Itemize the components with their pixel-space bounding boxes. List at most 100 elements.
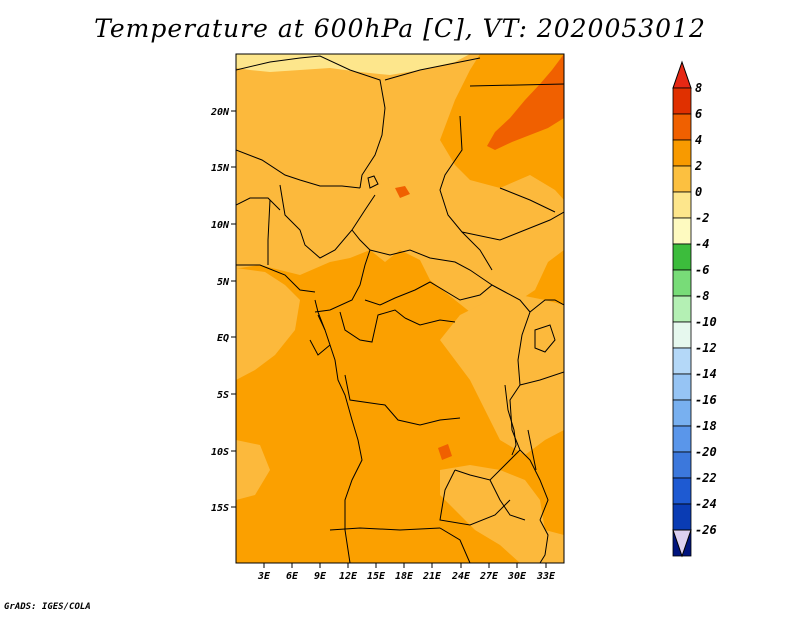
- border-burkina: [236, 197, 281, 211]
- border-chad-sudan: [439, 115, 493, 271]
- border-drc-east: [454, 284, 531, 481]
- country-borders: [236, 55, 564, 563]
- lake-victoria: [534, 324, 556, 353]
- colorbar-box: [672, 269, 692, 297]
- colorbar-label: 2: [694, 159, 702, 173]
- field-light-southeast: [440, 465, 564, 563]
- credit-text: GrADS: IGES/COLA: [4, 602, 91, 612]
- border-angola-zambia: [439, 469, 511, 526]
- border-zambia-zimbabwe: [489, 479, 526, 521]
- lon-label: 6E: [286, 571, 299, 582]
- border-congo: [339, 309, 406, 343]
- colorbar-label: 0: [695, 185, 702, 199]
- colorbar-label: -24: [695, 497, 717, 511]
- river-congo: [404, 317, 456, 326]
- lat-label: 20N: [210, 107, 230, 118]
- colorbar-label: -20: [695, 445, 717, 459]
- colorbar-label: -2: [695, 211, 709, 225]
- colorbar-label: -18: [695, 419, 717, 433]
- lat-label: 15S: [211, 503, 229, 514]
- lon-label: 27E: [479, 571, 499, 582]
- coastline-westafrica: [236, 264, 316, 293]
- border-sudan-ethiopia: [499, 187, 556, 213]
- colorbar-box: [672, 425, 692, 453]
- field-light-west: [236, 268, 300, 380]
- border-tanzania: [519, 371, 564, 386]
- field-hot-patch-1: [395, 186, 410, 198]
- border-libya-chad: [384, 57, 481, 81]
- temperature-field: [236, 54, 564, 563]
- colorbar-box: [672, 243, 692, 271]
- lon-label: 9E: [314, 571, 327, 582]
- colorbar-label: -10: [695, 315, 717, 329]
- lake-malawi: [527, 429, 537, 471]
- colorbar-box: [672, 321, 692, 349]
- colorbar-box: [672, 451, 692, 479]
- colorbar-box: [672, 503, 692, 531]
- colorbar-label: -4: [695, 237, 709, 251]
- colorbar-label: -22: [695, 471, 717, 485]
- coastline-southwest: [329, 344, 363, 563]
- lat-label: 10S: [211, 447, 229, 458]
- colorbar-bottom-cap: [672, 529, 692, 558]
- lake-tanganyika: [504, 384, 517, 456]
- lon-label: 24E: [451, 571, 471, 582]
- lat-label: 15N: [211, 163, 230, 174]
- colorbar-box: [672, 191, 692, 219]
- border-malawi: [519, 449, 549, 521]
- colorbar-box: [672, 399, 692, 427]
- border-egypt-sudan: [469, 83, 564, 87]
- lake-chad: [367, 175, 379, 189]
- colorbar: 8 6 4 2 0 -2 -4 -6 -8 -10 -12 -14 -16 -18 -20 -22 -24 -26: [672, 60, 717, 558]
- colorbar-box: [672, 139, 692, 167]
- border-algeria-niger: [236, 55, 386, 109]
- border-niger-chad: [359, 107, 386, 189]
- colorbar-label: -14: [695, 367, 717, 381]
- lon-axis: 3E 6E 9E 12E 15E 18E 21E 24E 27E 30E 33E: [257, 563, 556, 582]
- chart-title: Temperature at 600hPa [C], VT: 202005301…: [94, 14, 706, 43]
- lon-label: 30E: [507, 571, 527, 582]
- lon-label: 15E: [367, 571, 386, 582]
- colorbar-box: [672, 373, 692, 401]
- colorbar-label: 6: [695, 107, 702, 121]
- colorbar-label: -26: [695, 523, 717, 537]
- colorbar-box: [672, 477, 692, 505]
- lat-label: 5S: [217, 390, 229, 401]
- border-uganda-kenya: [529, 299, 564, 313]
- border-cameroon: [314, 229, 371, 313]
- lon-label: 3E: [257, 571, 271, 582]
- colorbar-label: -8: [695, 289, 709, 303]
- colorbar-box: [672, 165, 692, 193]
- colorbar-label: -6: [695, 263, 709, 277]
- lon-label: 12E: [339, 571, 358, 582]
- colorbar-box: [672, 217, 692, 245]
- colorbar-labels: 8 6 4 2 0 -2 -4 -6 -8 -10 -12 -14 -16 -18 -20 -22 -24 -26: [694, 81, 717, 537]
- field-hot-northeast: [487, 54, 564, 150]
- field-light-east: [440, 295, 564, 455]
- border-nigeria: [279, 184, 376, 259]
- lat-label: 10N: [211, 220, 230, 231]
- lon-label: 18E: [395, 571, 414, 582]
- colorbar-box: [672, 87, 692, 115]
- colorbar-boxes: [672, 87, 692, 557]
- coastline-gulf: [314, 299, 326, 331]
- border-drc-west: [344, 374, 461, 426]
- lon-label: 33E: [536, 571, 556, 582]
- colorbar-box: [672, 295, 692, 323]
- colorbar-box: [672, 347, 692, 375]
- border-mozambique: [539, 519, 549, 563]
- lon-label: 21E: [422, 571, 442, 582]
- colorbar-label: -16: [695, 393, 717, 407]
- border-botswana: [439, 527, 471, 563]
- field-hot-patch-2: [438, 444, 452, 460]
- colorbar-label: 8: [695, 81, 702, 95]
- border-benin: [267, 199, 271, 265]
- border-car: [364, 249, 493, 306]
- lat-label: EQ: [217, 333, 229, 344]
- colorbar-box: [672, 113, 692, 141]
- colorbar-label: -12: [695, 341, 717, 355]
- lat-label: 5N: [217, 277, 230, 288]
- border-south-sudan: [461, 211, 564, 241]
- lat-axis: 20N 15N 10N 5N EQ 5S 10S 15S: [210, 107, 236, 514]
